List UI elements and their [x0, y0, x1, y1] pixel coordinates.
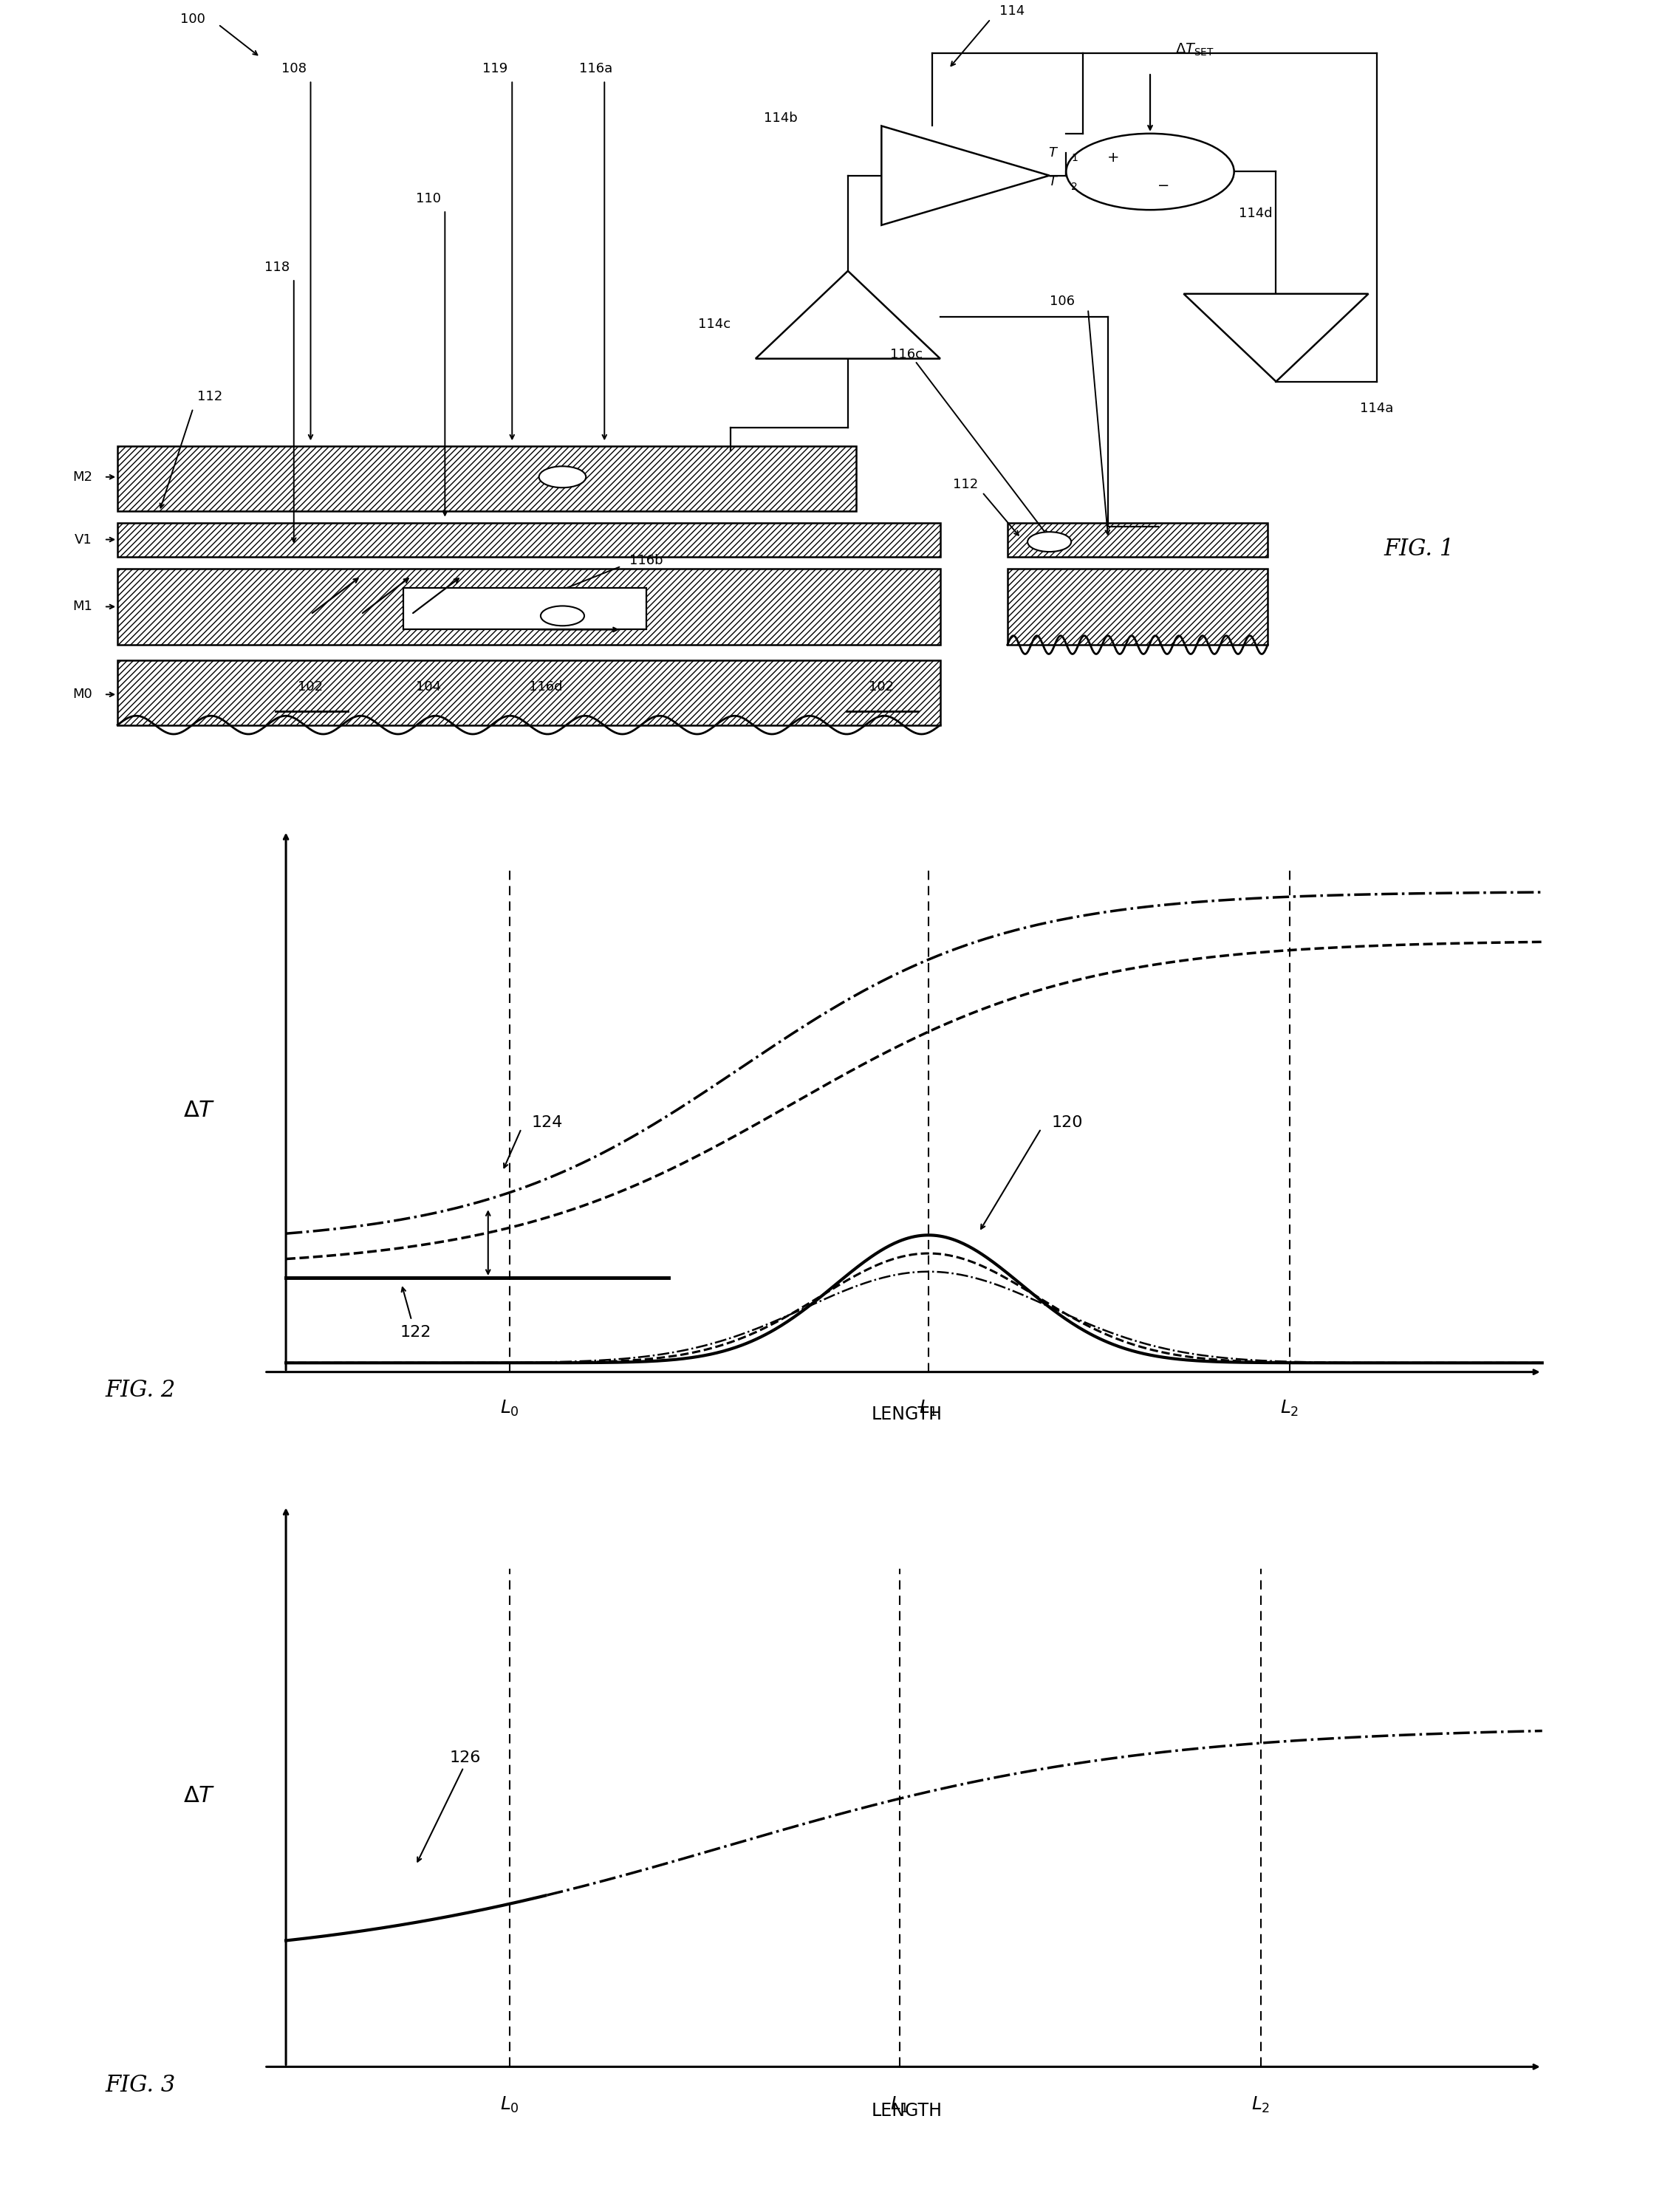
- Text: FIG. 2: FIG. 2: [106, 1378, 176, 1402]
- Text: M1: M1: [72, 599, 92, 613]
- Text: 112: 112: [196, 389, 223, 403]
- Circle shape: [541, 606, 584, 626]
- Text: 116a: 116a: [579, 62, 613, 75]
- Text: 116c: 116c: [890, 347, 922, 361]
- Text: 118: 118: [264, 261, 290, 274]
- Text: −: −: [1157, 179, 1170, 192]
- Text: LENGTH: LENGTH: [871, 1405, 942, 1425]
- Bar: [118, 522, 940, 557]
- Bar: [118, 659, 940, 726]
- Circle shape: [1028, 531, 1071, 551]
- Bar: [403, 588, 646, 630]
- Polygon shape: [756, 270, 940, 358]
- Circle shape: [539, 467, 586, 487]
- Text: FIG. 3: FIG. 3: [106, 2075, 176, 2097]
- Text: 114a: 114a: [1360, 403, 1394, 416]
- Text: 102: 102: [297, 679, 324, 695]
- Text: $L_2$: $L_2$: [1279, 1398, 1300, 1418]
- Text: 114: 114: [999, 4, 1026, 18]
- Text: 100: 100: [181, 13, 205, 27]
- Text: 116d: 116d: [529, 679, 562, 695]
- Text: 122: 122: [400, 1325, 432, 1340]
- Bar: [118, 568, 940, 646]
- Bar: [118, 447, 856, 511]
- Text: $L_0$: $L_0$: [500, 2095, 519, 2115]
- Text: T: T: [1049, 146, 1056, 159]
- Text: FIG. 1: FIG. 1: [1383, 538, 1454, 562]
- Text: T: T: [1049, 175, 1056, 188]
- Text: M0: M0: [72, 688, 92, 701]
- Circle shape: [1066, 133, 1234, 210]
- Text: 120: 120: [1051, 1115, 1083, 1130]
- Bar: [1007, 568, 1268, 646]
- Text: 102: 102: [868, 679, 895, 695]
- Text: $\Delta T$: $\Delta T$: [183, 1099, 215, 1121]
- Text: 106: 106: [1049, 294, 1075, 307]
- Text: $L_1$: $L_1$: [918, 1398, 939, 1418]
- Text: $\Delta T_{\rm SET}$: $\Delta T_{\rm SET}$: [1175, 42, 1214, 58]
- Text: $\Delta T$: $\Delta T$: [183, 1785, 215, 1807]
- Text: $L_0$: $L_0$: [500, 1398, 519, 1418]
- Text: LENGTH: LENGTH: [871, 2101, 942, 2119]
- Text: 114c: 114c: [698, 319, 730, 332]
- Polygon shape: [881, 126, 1049, 226]
- Text: 110: 110: [416, 192, 440, 206]
- Text: 116b: 116b: [630, 555, 663, 568]
- Text: 108: 108: [282, 62, 306, 75]
- Polygon shape: [1184, 294, 1368, 380]
- Text: 2: 2: [1071, 181, 1078, 192]
- Text: $L_2$: $L_2$: [1251, 2095, 1269, 2115]
- Text: 114b: 114b: [764, 111, 798, 124]
- Text: 114d: 114d: [1239, 208, 1273, 221]
- Text: +: +: [1106, 150, 1120, 166]
- Text: 124: 124: [532, 1115, 562, 1130]
- Text: M2: M2: [72, 471, 92, 484]
- Text: 119: 119: [482, 62, 509, 75]
- Bar: [1007, 522, 1268, 557]
- Text: 104: 104: [415, 679, 442, 695]
- Text: 112: 112: [952, 478, 979, 491]
- Text: V1: V1: [76, 533, 92, 546]
- Text: 1: 1: [1071, 153, 1078, 164]
- Text: 126: 126: [450, 1750, 480, 1765]
- Text: $L_1$: $L_1$: [890, 2095, 908, 2115]
